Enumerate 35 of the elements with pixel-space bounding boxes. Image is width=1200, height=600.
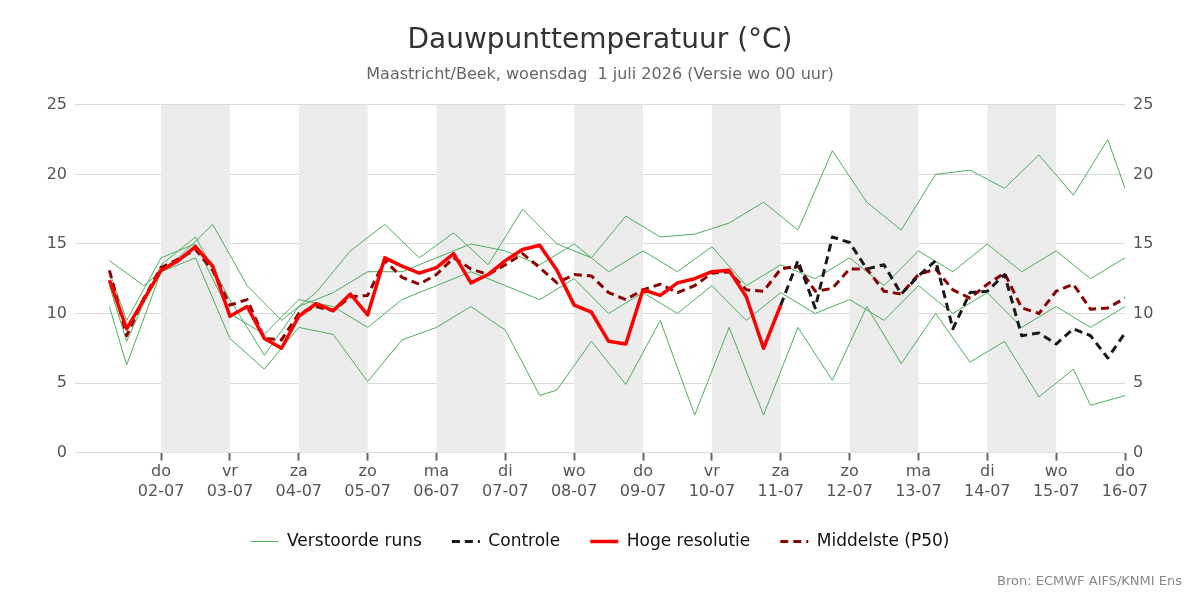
x-tick-label: ma 13-07: [895, 461, 942, 500]
y2-tick-label: 15: [1133, 233, 1154, 253]
y-tick-label: 15: [46, 233, 67, 253]
legend-label: Middelste (P50): [816, 529, 950, 550]
x-tick-label: do 16-07: [1101, 461, 1149, 500]
x-tick-label: zo 05-07: [344, 461, 391, 500]
x-tick-label: wo 08-07: [550, 461, 598, 500]
line-series: [779, 235, 1125, 360]
x-tick-label: di 14-07: [964, 461, 1011, 500]
y2-tick-label: 25: [1133, 93, 1154, 113]
x-tick-label: za 11-07: [757, 461, 804, 500]
legend-label: Controle: [488, 529, 561, 550]
x-tick-label: zo 12-07: [826, 461, 873, 500]
y2-tick-label: 0: [1133, 441, 1144, 461]
y-tick-label: 20: [46, 163, 67, 183]
y2-tick-label: 20: [1133, 163, 1154, 183]
chart-subtitle: Maastricht/Beek, woensdag 1 juli 2026 (Versie wo 00 uur): [366, 64, 834, 84]
x-tick-label: za 04-07: [275, 461, 323, 500]
x-tick-label: di 07-07: [482, 461, 529, 500]
y2-tick-label: 5: [1133, 372, 1144, 392]
x-tick-label: ma 06-07: [413, 461, 460, 500]
y-tick-label: 5: [56, 372, 67, 392]
y-tick-label: 25: [46, 93, 67, 113]
x-tick-label: vr 10-07: [688, 461, 736, 500]
y-tick-label: 0: [56, 441, 67, 461]
x-tick-label: do 09-07: [619, 461, 667, 500]
text: Bron: ECMWF AIFS/KNMI Ens: [997, 573, 1183, 588]
y-tick-label: 10: [46, 302, 67, 322]
x-tick-label: wo 15-07: [1032, 461, 1080, 500]
legend-label: Verstoorde runs: [287, 529, 422, 550]
x-tick-label: vr 03-07: [206, 461, 254, 500]
x-tick-label: do 02-07: [137, 461, 185, 500]
chart-title: Dauwpunttemperatuur (°C): [407, 22, 793, 56]
legend-label: Hoge resolutie: [626, 529, 751, 550]
y2-tick-label: 10: [1133, 302, 1154, 322]
